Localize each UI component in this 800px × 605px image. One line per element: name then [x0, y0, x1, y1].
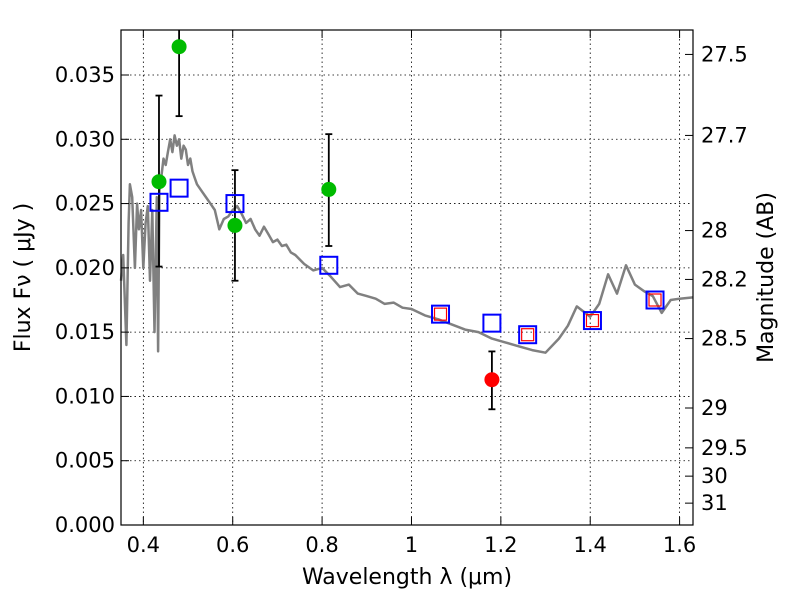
tick-labels: 0.4 0.6 0.8 1 1.2 1.4 1.6 0.000 0.005 0.010 0.015 0… [55, 42, 748, 557]
y-tick-label: 0.035 [55, 63, 115, 87]
model-square [169, 178, 189, 198]
x-tick-label: 0.8 [305, 533, 338, 557]
green-data-point [321, 181, 337, 197]
markers-group [149, 39, 665, 388]
model-square [149, 192, 169, 212]
right-tick-label: 30 [701, 464, 728, 488]
tick-marks [121, 30, 693, 526]
red-square [521, 328, 535, 342]
right-tick-label: 28.2 [701, 267, 748, 291]
right-tick-label: 29.5 [701, 436, 748, 460]
red-square [433, 307, 448, 321]
red-square [585, 313, 600, 328]
red-square [648, 293, 662, 307]
right-tick-label: 27.7 [701, 123, 748, 147]
x-tick-label: 1.6 [663, 533, 696, 557]
y-tick-label: 0.020 [55, 256, 115, 280]
right-tick-label: 28 [701, 219, 728, 243]
x-tick-label: 1.2 [484, 533, 517, 557]
right-tick-label: 27.5 [701, 42, 748, 66]
y-tick-label: 0.015 [55, 320, 115, 344]
red-data-point [484, 372, 500, 388]
model-square [319, 255, 339, 275]
x-tick-label: 0.4 [127, 533, 160, 557]
plot-frame [120, 29, 694, 526]
model-square [582, 311, 602, 331]
right-tick-label: 29 [701, 396, 728, 420]
grid-lines [121, 30, 693, 525]
model-square [518, 325, 538, 345]
x-tick-label: 1.4 [574, 533, 607, 557]
y-axis-label: Flux Fν ( μJy ) [11, 203, 36, 352]
right-tick-label: 31 [701, 491, 728, 515]
model-square [482, 313, 502, 333]
model-square [645, 290, 665, 310]
y-tick-label: 0.025 [55, 192, 115, 216]
y-tick-label: 0.010 [55, 384, 115, 408]
green-data-point [171, 39, 187, 55]
green-data-point [227, 217, 243, 233]
x-tick-label: 0.6 [216, 533, 249, 557]
y-axis-right-label: Magnitude (AB) [754, 192, 779, 363]
x-tick-label: 1 [405, 533, 418, 557]
model-square [225, 194, 245, 214]
y-tick-label: 0.000 [55, 513, 115, 537]
green-data-point [151, 174, 167, 190]
model-square [431, 304, 451, 324]
sed-line [119, 134, 694, 354]
error-bars-group [155, 30, 496, 411]
x-axis-label: Wavelength λ (μm) [302, 565, 512, 590]
y-tick-label: 0.030 [55, 127, 115, 151]
right-tick-label: 28.5 [701, 327, 748, 351]
y-tick-label: 0.005 [55, 449, 115, 473]
sed-curve-group [119, 134, 694, 354]
